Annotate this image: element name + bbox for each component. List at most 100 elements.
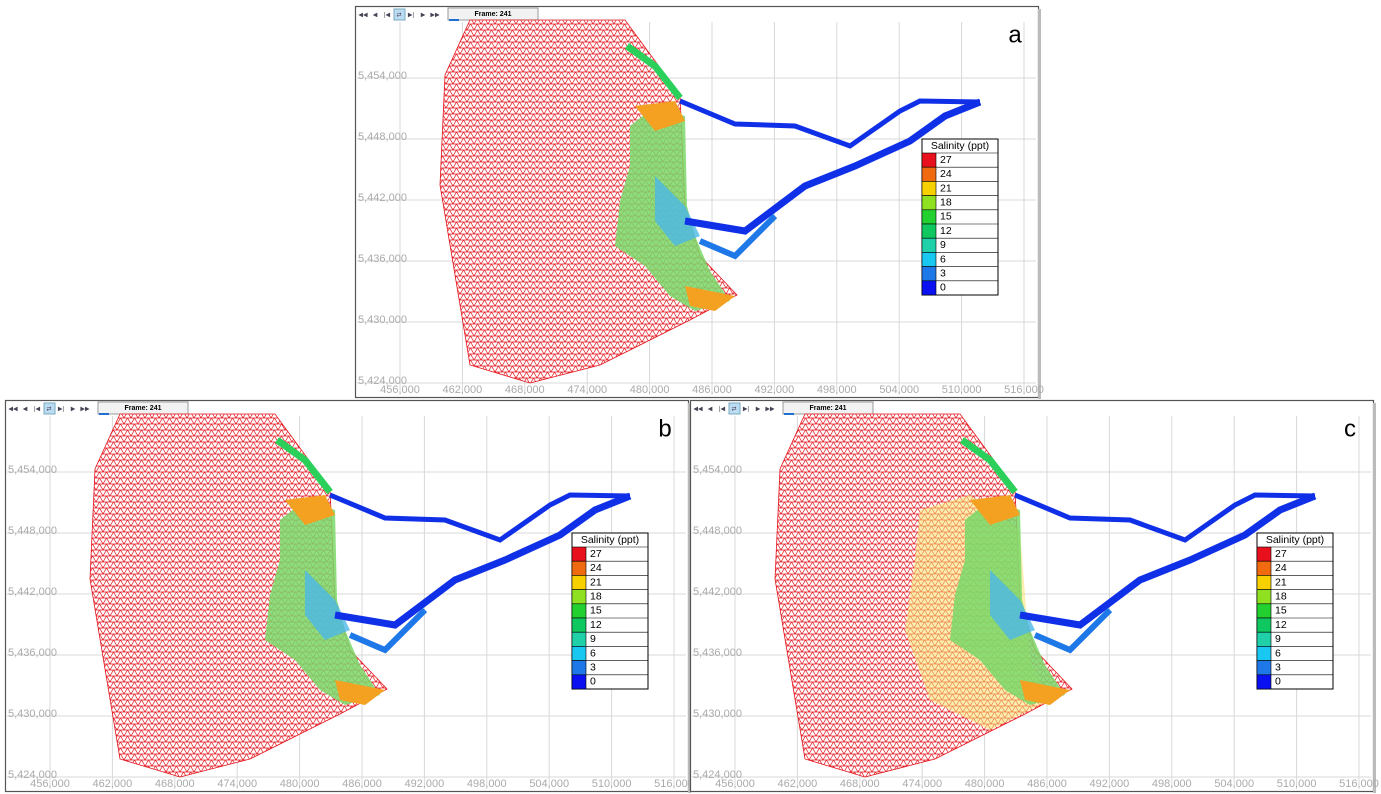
legend-swatch — [1256, 617, 1272, 633]
legend-swatch — [921, 195, 937, 211]
toolbar-button[interactable]: ⇄ — [46, 406, 51, 413]
legend-swatch — [571, 631, 587, 647]
x-tick-label: 486,000 — [692, 384, 732, 396]
legend-entry: 24 — [940, 168, 952, 180]
x-tick-label: 504,000 — [879, 384, 919, 396]
legend-entry: 18 — [940, 196, 952, 208]
legend-swatch — [1256, 660, 1272, 676]
river — [1033, 607, 1113, 654]
y-tick-label: 5,454,000 — [693, 464, 742, 476]
panel-label: c — [1344, 415, 1356, 442]
y-tick-label: 5,448,000 — [358, 131, 407, 143]
panel-label: b — [658, 415, 671, 442]
x-tick-label: 468,000 — [505, 384, 545, 396]
legend-entry: 9 — [590, 633, 596, 645]
y-tick-label: 5,436,000 — [693, 647, 742, 659]
y-tick-label: 5,448,000 — [8, 525, 57, 537]
x-tick-label: 492,000 — [1090, 778, 1130, 790]
legend-swatch — [1256, 603, 1272, 619]
legend-entry: 9 — [940, 239, 946, 251]
panel-shadow — [1373, 403, 1376, 793]
legend-swatch — [571, 674, 587, 690]
toolbar-button[interactable]: ◀ — [708, 407, 713, 413]
toolbar-button[interactable]: ◀◀ — [358, 13, 368, 19]
x-tick-label: 456,000 — [380, 384, 420, 396]
x-tick-label: 498,000 — [1152, 778, 1192, 790]
x-tick-label: 504,000 — [529, 778, 569, 790]
toolbar-button[interactable]: ▶ — [421, 13, 426, 19]
legend-entry: 18 — [1275, 590, 1287, 602]
legend-swatch — [571, 646, 587, 661]
frame-label: Frame: 241 — [125, 405, 162, 412]
legend-swatch — [921, 181, 937, 196]
x-tick-label: 504,000 — [1214, 778, 1254, 790]
toolbar-button[interactable]: ⇄ — [396, 12, 401, 19]
x-tick-label: 510,000 — [942, 384, 982, 396]
legend-entry: 15 — [590, 605, 602, 617]
x-tick-label: 516,000 — [1004, 384, 1044, 396]
river — [334, 492, 632, 629]
legend-entry: 15 — [1275, 605, 1287, 617]
toolbar-button[interactable]: ▶ — [756, 407, 761, 413]
frame-progress — [784, 413, 794, 415]
x-tick-label: 462,000 — [93, 778, 133, 790]
legend-entry: 3 — [590, 661, 596, 673]
channel-north — [959, 437, 1018, 495]
legend-swatch — [921, 252, 937, 267]
legend-swatch — [921, 152, 937, 168]
channel-north — [624, 43, 683, 101]
toolbar-button[interactable]: ◀ — [373, 13, 378, 19]
toolbar-button[interactable]: ▶▶ — [765, 407, 775, 413]
x-tick-label: 498,000 — [817, 384, 857, 396]
toolbar-button-bg — [393, 8, 406, 21]
legend-swatch — [1256, 631, 1272, 647]
legend-entry: 24 — [590, 562, 602, 574]
legend-swatch — [921, 209, 937, 225]
legend-entry: 0 — [1275, 676, 1281, 688]
estuary-fresh — [305, 570, 350, 640]
legend-entry: 15 — [940, 211, 952, 223]
toolbar-button[interactable]: ▶▶ — [80, 407, 90, 413]
legend-entry: 24 — [1275, 562, 1287, 574]
legend-entry: 3 — [940, 267, 946, 279]
x-tick-label: 462,000 — [778, 778, 818, 790]
toolbar-button[interactable]: ▶ — [71, 407, 76, 413]
toolbar-button[interactable]: |◀ — [719, 407, 726, 413]
toolbar-button[interactable]: |◀ — [34, 407, 41, 413]
toolbar-button[interactable]: ▶| — [743, 407, 750, 413]
x-tick-label: 486,000 — [342, 778, 382, 790]
x-tick-label: 480,000 — [965, 778, 1005, 790]
legend-swatch — [921, 223, 937, 239]
legend-swatch — [1256, 674, 1272, 690]
river — [679, 98, 981, 149]
toolbar-button-bg — [43, 402, 56, 415]
legend-swatch — [921, 266, 937, 282]
toolbar-button[interactable]: ▶| — [408, 13, 415, 19]
river — [1019, 492, 1317, 629]
legend-entry: 9 — [1275, 633, 1281, 645]
legend-entry: 3 — [1275, 661, 1281, 673]
toolbar-button[interactable]: ▶▶ — [430, 13, 440, 19]
river — [698, 213, 778, 260]
toolbar-button[interactable]: |◀ — [384, 13, 391, 19]
estuary-fresh — [990, 570, 1035, 640]
toolbar-button[interactable]: ▶| — [58, 407, 65, 413]
legend-entry: 6 — [590, 647, 596, 659]
toolbar-button[interactable]: ◀ — [23, 407, 28, 413]
toolbar-button[interactable]: ⇄ — [731, 406, 736, 413]
x-tick-label: 498,000 — [467, 778, 507, 790]
x-tick-label: 480,000 — [630, 384, 670, 396]
toolbar-button-bg — [728, 402, 741, 415]
panel-shadow — [1038, 9, 1041, 399]
frame-progress — [449, 19, 459, 21]
y-tick-label: 5,454,000 — [358, 70, 407, 82]
legend-entry: 21 — [590, 576, 602, 588]
x-tick-label: 480,000 — [280, 778, 320, 790]
toolbar-button[interactable]: ◀◀ — [693, 407, 703, 413]
legend-swatch — [1256, 546, 1272, 562]
legend-swatch — [571, 589, 587, 605]
toolbar-button[interactable]: ◀◀ — [8, 407, 18, 413]
legend-swatch — [571, 617, 587, 633]
